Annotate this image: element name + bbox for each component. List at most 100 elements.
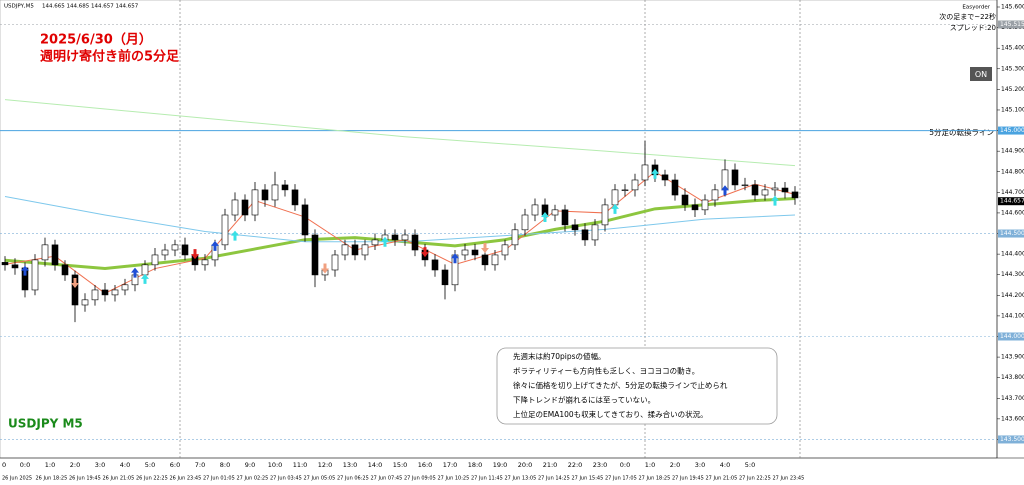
note-line: ボラティリティーも方向性も乏しく、ヨコヨコの動き。 bbox=[513, 366, 699, 376]
y-tick-label: 143.600 bbox=[1001, 415, 1024, 422]
signal-arrow bbox=[481, 242, 489, 253]
date-label: 27 Jun 21:05 bbox=[706, 476, 738, 482]
hour-label: 2:0 bbox=[70, 461, 80, 469]
candle-body bbox=[471, 249, 479, 256]
candle-body bbox=[461, 249, 469, 256]
y-tick-label: 144.700 bbox=[1001, 189, 1024, 196]
date-label: 26 Jun 18:25 bbox=[36, 476, 68, 482]
candle-body bbox=[311, 234, 319, 276]
y-tick-label: 145.200 bbox=[1001, 86, 1024, 93]
candle-body bbox=[761, 189, 769, 196]
candle-body bbox=[621, 189, 629, 191]
signal-arrow bbox=[421, 247, 429, 258]
candle-body bbox=[161, 249, 169, 256]
candle-body bbox=[401, 234, 409, 241]
candle-body bbox=[11, 264, 19, 269]
candle-body bbox=[151, 254, 159, 266]
hour-label: 20:0 bbox=[518, 461, 533, 469]
hour-label: 0 bbox=[2, 461, 6, 469]
hour-label: 7:0 bbox=[195, 461, 205, 469]
y-tick-label: 144.800 bbox=[1001, 168, 1024, 175]
hour-label: 11:0 bbox=[293, 461, 308, 469]
candle-body bbox=[291, 189, 299, 206]
date-label: 27 Jun 03:45 bbox=[270, 476, 302, 482]
candle-body bbox=[641, 164, 649, 181]
hour-label: 15:0 bbox=[393, 461, 408, 469]
level-label-bg bbox=[998, 126, 1024, 135]
symbol: USDJPY,M5 bbox=[4, 4, 34, 10]
level-label: 144.000 bbox=[1000, 333, 1024, 340]
y-tick-label: 143.900 bbox=[1001, 354, 1024, 361]
date-label: 27 Jun 13:05 bbox=[505, 476, 537, 482]
y-tick-label: 144.900 bbox=[1001, 148, 1024, 155]
y-tick-label: 144.200 bbox=[1001, 292, 1024, 299]
note-line: 下降トレンドが崩れるには至っていない。 bbox=[513, 395, 655, 405]
date-label: 27 Jun 07:45 bbox=[371, 476, 403, 482]
candle-body bbox=[141, 264, 149, 276]
candle-body bbox=[701, 199, 709, 211]
hour-label: 0:0 bbox=[620, 461, 630, 469]
candle-body bbox=[491, 254, 499, 266]
hour-label: 8:0 bbox=[220, 461, 230, 469]
hour-label: 21:0 bbox=[543, 461, 558, 469]
signal-arrow bbox=[211, 240, 219, 251]
candle-body bbox=[551, 209, 559, 216]
candle-body bbox=[61, 264, 69, 276]
on-button[interactable] bbox=[970, 67, 992, 81]
candle-body bbox=[441, 269, 449, 286]
candle-body bbox=[371, 239, 379, 246]
level-label-bg bbox=[998, 229, 1024, 238]
date-label: 27 Jun 17:05 bbox=[605, 476, 637, 482]
hour-label: 23:0 bbox=[593, 461, 608, 469]
y-tick-label: 144.300 bbox=[1001, 271, 1024, 278]
level-label-bg bbox=[998, 20, 1024, 29]
on-button-label[interactable]: ON bbox=[975, 70, 987, 79]
hour-label: 10:0 bbox=[268, 461, 283, 469]
y-tick-label: 144.100 bbox=[1001, 312, 1024, 319]
hour-label: 6:0 bbox=[170, 461, 180, 469]
date-label: 27 Jun 09:05 bbox=[404, 476, 436, 482]
signal-arrow bbox=[321, 263, 329, 274]
spread: スプレッド:20 bbox=[950, 24, 996, 32]
date-label: 27 Jun 01:05 bbox=[203, 476, 235, 482]
signal-arrow bbox=[721, 185, 729, 196]
candle-body bbox=[251, 189, 259, 216]
hour-label: 14:0 bbox=[368, 461, 383, 469]
ohlc: 144.665 144.685 144.657 144.657 bbox=[42, 4, 139, 10]
hour-label: 9:0 bbox=[245, 461, 255, 469]
hour-label: 1:0 bbox=[645, 461, 655, 469]
y-tick-label: 145.300 bbox=[1001, 65, 1024, 72]
candle-body bbox=[691, 204, 699, 211]
note-line: 上位足のEMA100も収束してきており、揉み合いの状況。 bbox=[513, 409, 708, 419]
hour-label: 4:0 bbox=[720, 461, 730, 469]
date-label: 27 Jun 02:25 bbox=[237, 476, 269, 482]
candle-body bbox=[41, 244, 49, 261]
candle-body bbox=[791, 191, 799, 199]
candle-body bbox=[611, 189, 619, 206]
signal-arrow bbox=[651, 168, 659, 179]
watermark: USDJPY M5 bbox=[8, 417, 83, 431]
y-tick-label: 144.600 bbox=[1001, 209, 1024, 216]
level-label: 144.500 bbox=[1000, 230, 1024, 237]
candle-body bbox=[121, 284, 129, 291]
candle-body bbox=[481, 254, 489, 266]
hour-label: 2:0 bbox=[670, 461, 680, 469]
candle-body bbox=[391, 234, 399, 241]
date-label: 27 Jun 19:45 bbox=[672, 476, 704, 482]
date-label: 27 Jun 14:25 bbox=[538, 476, 570, 482]
date-label: 27 Jun 11:45 bbox=[471, 476, 503, 482]
hour-label: 4:0 bbox=[120, 461, 130, 469]
candle-body bbox=[91, 289, 99, 301]
candle-body bbox=[411, 234, 419, 251]
candle-body bbox=[231, 199, 239, 216]
hour-label: 3:0 bbox=[95, 461, 105, 469]
candle-body bbox=[1, 262, 9, 266]
level-label: 145.000 bbox=[1000, 127, 1024, 134]
date-label: 27 Jun 22:25 bbox=[739, 476, 771, 482]
candle-body bbox=[751, 184, 759, 196]
candle-body bbox=[351, 244, 359, 256]
level-label: 143.500 bbox=[1000, 436, 1024, 443]
date-label: 26 Jun 22:25 bbox=[136, 476, 168, 482]
